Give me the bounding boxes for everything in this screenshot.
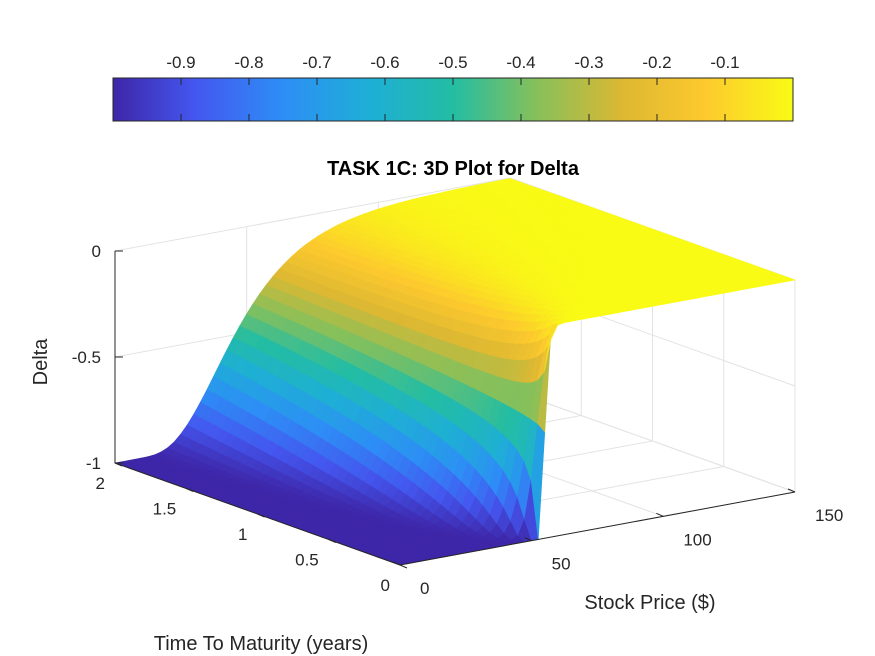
grid-line [114, 177, 511, 252]
y-axis-label: Time To Maturity (years) [154, 633, 368, 655]
y-tick-label: 0.5 [295, 551, 319, 570]
z-axis-label: Delta [30, 338, 52, 386]
y-tick-label: 1 [238, 525, 247, 544]
y-tick-mark [114, 462, 123, 467]
delta-surface [113, 178, 797, 566]
z-tick-label: -0.5 [72, 348, 101, 367]
colorbar-tick-label: -0.8 [234, 53, 263, 72]
x-axis-label: Stock Price ($) [584, 592, 715, 614]
y-tick-label: 2 [96, 474, 105, 493]
z-tick-label: 0 [92, 242, 101, 261]
y-tick-mark [186, 488, 194, 492]
colorbar-tick-label: -0.6 [370, 53, 399, 72]
x-tick-label: 100 [683, 530, 711, 549]
chart-title: TASK 1C: 3D Plot for Delta [327, 158, 580, 180]
x-tick-mark [656, 512, 664, 517]
colorbar: -0.9 -0.8 -0.7 -0.6 -0.5 -0.4 -0.3 -0.2 -0.1 [112, 53, 794, 122]
y-tick-label: 1.5 [153, 500, 177, 519]
x-tick-mark [392, 561, 401, 566]
colorbar-gradient [112, 77, 794, 122]
y-tick-label: 0 [381, 576, 390, 595]
surface-patch [780, 277, 797, 282]
y-tick-mark [328, 539, 336, 543]
x-tick-label: 0 [420, 579, 429, 598]
x-tick-label: 50 [552, 555, 571, 574]
colorbar-ticks: -0.9 -0.8 -0.7 -0.6 -0.5 -0.4 -0.3 -0.2 -0.1 [166, 53, 740, 121]
colorbar-tick-label: -0.5 [438, 53, 467, 72]
x-tick-mark [787, 488, 796, 493]
x-axis-line [399, 491, 796, 566]
colorbar-tick-label: -0.9 [166, 53, 195, 72]
x-axis-ticks: 0 50 100 150 [392, 488, 843, 598]
y-tick-mark [399, 564, 408, 569]
y-axis-ticks: 0 0.5 1 1.5 2 [96, 462, 408, 595]
colorbar-tick-label: -0.2 [642, 53, 671, 72]
colorbar-tick-label: -0.7 [302, 53, 331, 72]
colorbar-tick-label: -0.1 [710, 53, 739, 72]
y-tick-mark [257, 513, 265, 518]
z-axis-ticks: -1 -0.5 0 [72, 242, 123, 473]
colorbar-tick-label: -0.3 [574, 53, 603, 72]
colorbar-tick-label: -0.4 [506, 53, 535, 72]
x-tick-label: 150 [815, 506, 843, 525]
x-tick-mark [524, 537, 532, 542]
z-tick-label: -1 [86, 454, 101, 473]
